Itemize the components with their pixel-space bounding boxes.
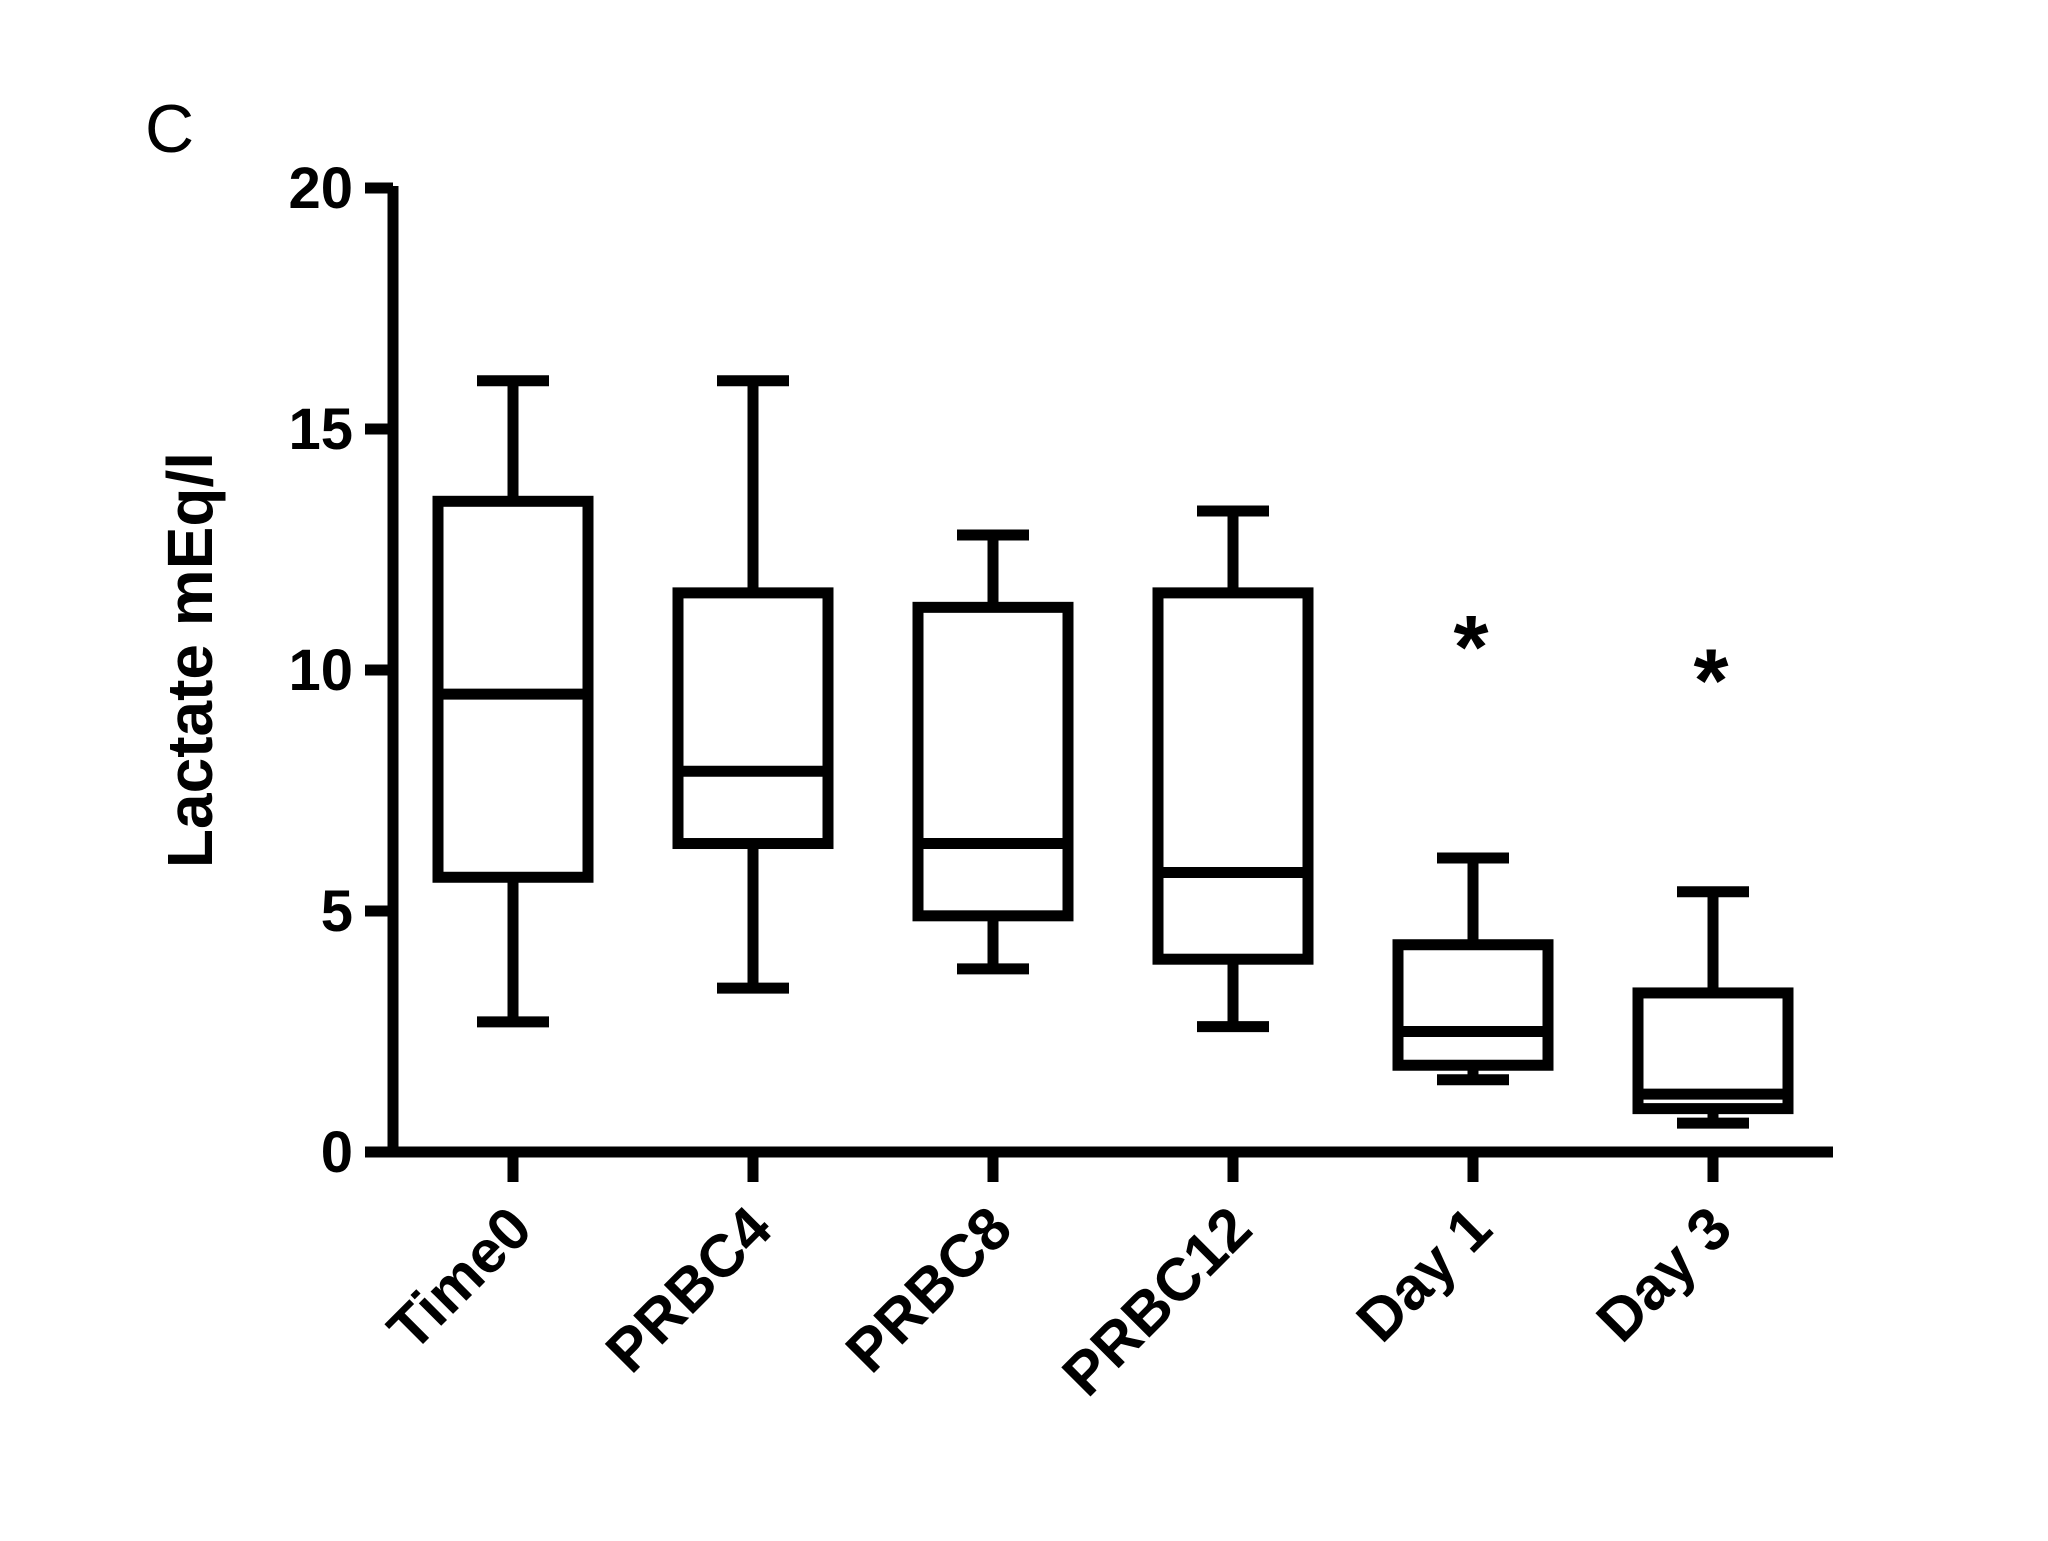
x-tick-label-prbc12: PRBC12 — [1049, 1194, 1264, 1409]
x-tick-label-day-3: Day 3 — [1584, 1194, 1745, 1355]
y-tick-label-15: 15 — [288, 397, 353, 462]
x-tick-label-day-1: Day 1 — [1344, 1194, 1505, 1355]
boxes — [432, 375, 1794, 1129]
x-tick-label-prbc8: PRBC8 — [833, 1194, 1024, 1385]
box-day-1 — [1392, 939, 1554, 1071]
box-prbc8 — [912, 601, 1074, 922]
y-tick-label-10: 10 — [288, 638, 353, 703]
y-tick-label-20: 20 — [288, 156, 353, 221]
y-axis-label: Lactate mEq/l — [154, 452, 226, 868]
x-tick-label-prbc4: PRBC4 — [593, 1193, 785, 1385]
x-tick-label-time0: Time0 — [375, 1194, 544, 1363]
box-prbc4 — [672, 587, 834, 850]
box-prbc12 — [1152, 587, 1314, 965]
axes — [365, 182, 1833, 1182]
panel-label: C — [145, 91, 194, 167]
annotation-day-3: * — [1693, 632, 1728, 732]
annotation-day-1: * — [1453, 598, 1488, 698]
y-tick-label-0: 0 — [321, 1120, 353, 1185]
y-tick-label-5: 5 — [321, 879, 353, 944]
